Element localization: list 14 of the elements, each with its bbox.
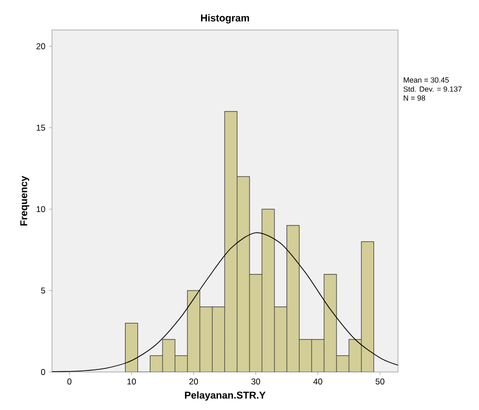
- y-tick-label: 15: [36, 124, 46, 131]
- y-tick-label: 5: [41, 288, 46, 294]
- chart-title: Histogram: [201, 14, 250, 24]
- x-tick-label: 40: [313, 378, 322, 385]
- x-tick-label: 20: [189, 378, 198, 385]
- y-tick-label: 10: [36, 206, 46, 212]
- y-tick-label: 20: [36, 43, 46, 50]
- x-tick-label: 50: [376, 378, 384, 385]
- x-tick-label: 0: [67, 378, 72, 385]
- x-tick-label: 10: [127, 378, 136, 385]
- x-axis-title: Pelayanan.STR.Y: [184, 391, 266, 401]
- x-tick-label: 30: [251, 378, 260, 385]
- y-axis-title: Frequency: [20, 176, 30, 226]
- y-tick-label: 0: [41, 369, 46, 375]
